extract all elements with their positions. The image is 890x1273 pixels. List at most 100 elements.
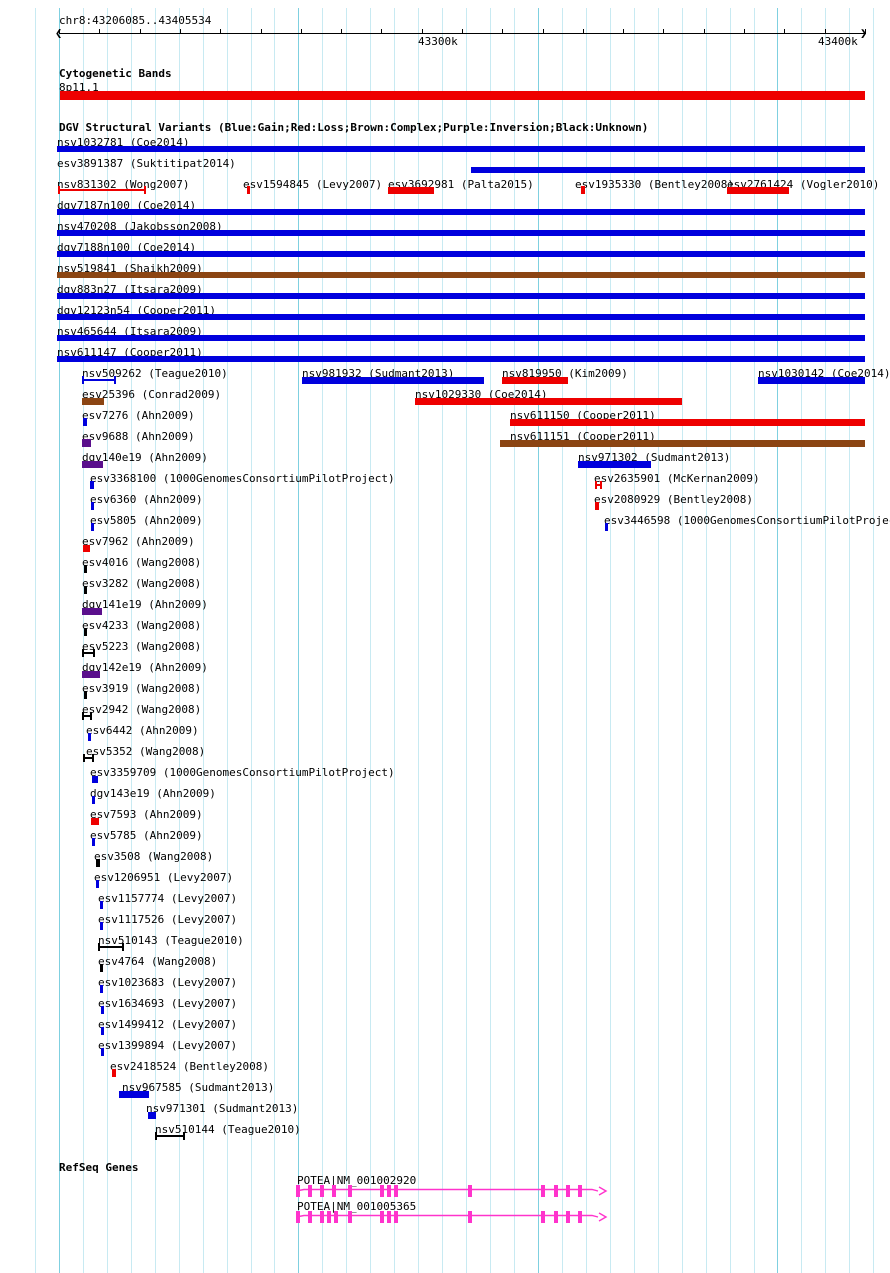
exon[interactable] — [566, 1211, 570, 1223]
feature-bar[interactable] — [758, 377, 865, 384]
exon[interactable] — [541, 1185, 545, 1197]
exon[interactable] — [554, 1185, 558, 1197]
feature-bar[interactable] — [510, 419, 865, 426]
feature-bar[interactable] — [57, 356, 865, 362]
exon[interactable] — [332, 1185, 336, 1197]
feature-bar[interactable] — [82, 398, 104, 405]
feature-bar[interactable] — [57, 272, 865, 278]
feature-ibeam-cap-right — [122, 943, 124, 951]
feature-bar[interactable] — [100, 901, 103, 909]
feature-bar[interactable] — [302, 377, 484, 384]
feature-label: esv1117526 (Levy2007) — [98, 913, 238, 926]
feature-bar[interactable] — [84, 586, 87, 594]
exon[interactable] — [578, 1211, 582, 1223]
feature-bar[interactable] — [57, 251, 865, 257]
cytogenetic-band[interactable] — [60, 91, 865, 100]
feature-bar[interactable] — [471, 167, 865, 173]
feature-bar[interactable] — [247, 186, 250, 194]
feature-ibeam[interactable] — [82, 376, 116, 384]
feature-ibeam-cap-left — [82, 376, 84, 384]
feature-bar[interactable] — [92, 776, 98, 783]
exon[interactable] — [308, 1211, 312, 1223]
feature-bar[interactable] — [84, 691, 87, 699]
feature-bar[interactable] — [578, 461, 651, 468]
feature-ibeam[interactable] — [98, 943, 124, 951]
feature-bar[interactable] — [605, 523, 608, 531]
feature-bar[interactable] — [96, 880, 99, 888]
feature-bar[interactable] — [84, 565, 87, 573]
feature-bar[interactable] — [82, 439, 91, 447]
feature-bar[interactable] — [101, 1006, 104, 1014]
feature-bar[interactable] — [82, 461, 103, 468]
exon[interactable] — [468, 1211, 472, 1223]
feature-bar[interactable] — [100, 985, 103, 993]
feature-bar[interactable] — [57, 314, 865, 320]
feature-ibeam[interactable] — [58, 186, 146, 194]
feature-bar[interactable] — [57, 209, 865, 215]
feature-bar[interactable] — [100, 922, 103, 930]
exon[interactable] — [387, 1185, 391, 1197]
feature-bar[interactable] — [82, 608, 102, 615]
feature-bar[interactable] — [91, 818, 99, 825]
exon[interactable] — [320, 1185, 324, 1197]
exon[interactable] — [334, 1211, 338, 1223]
exon[interactable] — [320, 1211, 324, 1223]
feature-label: esv1935330 (Bentley2008) — [575, 178, 734, 191]
feature-bar[interactable] — [82, 671, 100, 678]
exon[interactable] — [554, 1211, 558, 1223]
feature-bar[interactable] — [88, 733, 91, 741]
feature-bar[interactable] — [119, 1091, 149, 1098]
exon[interactable] — [387, 1211, 391, 1223]
feature-bar[interactable] — [57, 146, 865, 152]
feature-bar[interactable] — [148, 1112, 156, 1119]
feature-bar[interactable] — [83, 418, 87, 426]
feature-bar[interactable] — [595, 502, 599, 510]
feature-ibeam[interactable] — [83, 754, 94, 762]
feature-ibeam[interactable] — [82, 712, 92, 720]
feature-bar[interactable] — [101, 1027, 104, 1035]
feature-bar[interactable] — [92, 838, 95, 846]
feature-bar[interactable] — [83, 545, 90, 552]
feature-bar[interactable] — [90, 481, 94, 489]
feature-bar[interactable] — [91, 502, 94, 510]
feature-label: nsv981932 (Sudmant2013) — [302, 367, 455, 380]
feature-bar[interactable] — [100, 964, 103, 972]
exon[interactable] — [380, 1185, 384, 1197]
exon[interactable] — [296, 1185, 300, 1197]
exon[interactable] — [327, 1211, 331, 1223]
feature-bar[interactable] — [112, 1069, 116, 1077]
feature-bar[interactable] — [500, 440, 865, 447]
feature-bar[interactable] — [388, 187, 434, 194]
exon[interactable] — [380, 1211, 384, 1223]
exon[interactable] — [394, 1185, 398, 1197]
feature-bar[interactable] — [415, 398, 682, 405]
feature-bar[interactable] — [101, 1048, 104, 1056]
exon[interactable] — [541, 1211, 545, 1223]
feature-bar[interactable] — [91, 523, 94, 531]
feature-bar[interactable] — [84, 628, 87, 636]
feature-bar[interactable] — [57, 335, 865, 341]
gene-model[interactable] — [296, 1184, 608, 1198]
gene-model[interactable] — [296, 1210, 608, 1224]
exon[interactable] — [468, 1185, 472, 1197]
exon[interactable] — [348, 1211, 352, 1223]
feature-label: esv4764 (Wang2008) — [98, 955, 218, 968]
exon[interactable] — [348, 1185, 352, 1197]
feature-bar[interactable] — [92, 796, 95, 804]
exon[interactable] — [308, 1185, 312, 1197]
feature-bar[interactable] — [727, 187, 789, 194]
feature-label: esv2080929 (Bentley2008) — [594, 493, 753, 506]
feature-bar[interactable] — [502, 377, 568, 384]
exon[interactable] — [578, 1185, 582, 1197]
feature-ibeam[interactable] — [155, 1132, 185, 1140]
exon[interactable] — [566, 1185, 570, 1197]
feature-ibeam[interactable] — [595, 481, 602, 489]
feature-ibeam-stem — [82, 715, 92, 717]
exon[interactable] — [394, 1211, 398, 1223]
feature-ibeam[interactable] — [82, 649, 95, 657]
feature-bar[interactable] — [96, 859, 100, 867]
feature-bar[interactable] — [57, 293, 865, 299]
exon[interactable] — [296, 1211, 300, 1223]
feature-bar[interactable] — [581, 186, 585, 194]
feature-bar[interactable] — [57, 230, 865, 236]
